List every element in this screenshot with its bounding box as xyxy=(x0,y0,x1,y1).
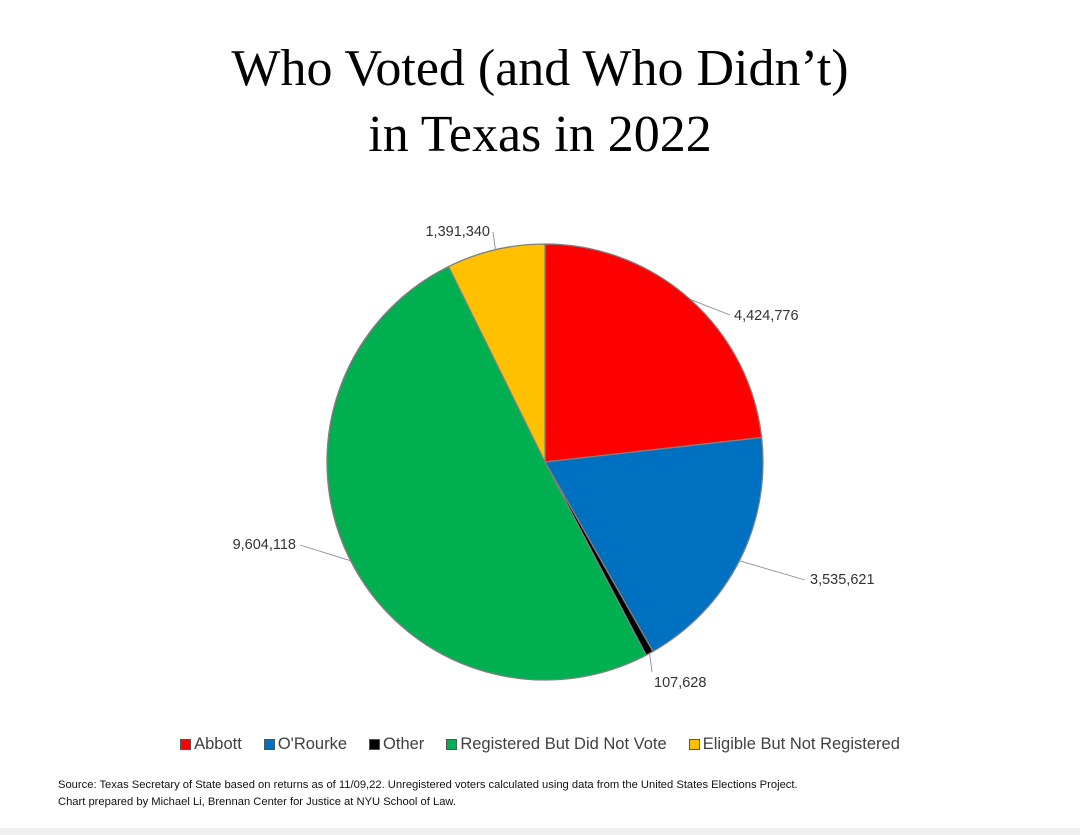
leader-line-abbott xyxy=(690,299,731,316)
legend-label-abbott: Abbott xyxy=(194,735,242,753)
data-label-registered-but-did-not-vote: 9,604,118 xyxy=(233,537,296,553)
leader-line-registered-but-did-not-vote xyxy=(299,544,351,562)
legend-swatch-abbott xyxy=(180,739,192,750)
source-line-2: Chart prepared by Michael Li, Brennan Ce… xyxy=(58,796,456,808)
pie-slice-registered-but-did-not-vote xyxy=(326,265,648,681)
pie-slice-o-rourke xyxy=(543,436,764,653)
legend-item-orourke: O'Rourke xyxy=(263,735,348,754)
chart-title-line-1: Who Voted (and Who Didn’t) xyxy=(231,40,849,97)
legend-item-other: Other xyxy=(369,735,424,754)
legend-label-eligible-not-registered: Eligible But Not Registered xyxy=(702,735,900,753)
leader-line-o-rourke xyxy=(739,560,806,581)
legend-swatch-registered-not-voted xyxy=(446,739,458,750)
pie-slice-eligible-but-not-registered xyxy=(447,243,546,463)
source-note: Source: Texas Secretary of State based o… xyxy=(58,777,1048,811)
legend-label-registered-not-voted: Registered But Did Not Vote xyxy=(460,735,667,753)
legend-swatch-eligible-not-registered xyxy=(688,739,700,750)
legend-swatch-orourke xyxy=(263,739,275,750)
leader-line-other xyxy=(649,653,653,673)
chart-title: Who Voted (and Who Didn’t) in Texas in 2… xyxy=(0,36,1080,168)
legend-label-orourke: O'Rourke xyxy=(277,735,348,753)
pie-slice-abbott xyxy=(544,243,763,463)
data-label-abbott: 4,424,776 xyxy=(734,308,799,324)
legend-label-other: Other xyxy=(383,735,425,753)
data-label-eligible-but-not-registered: 1,391,340 xyxy=(425,224,490,240)
legend-item-abbott: Abbott xyxy=(180,735,242,754)
data-label-other: 107,628 xyxy=(654,675,706,691)
legend-item-eligible-not-registered: Eligible But Not Registered xyxy=(688,735,900,754)
legend: Abbott O'Rourke Other Registered But Did… xyxy=(0,735,1080,754)
chart-title-line-2: in Texas in 2022 xyxy=(368,106,712,163)
data-label-o-rourke: 3,535,621 xyxy=(810,572,875,588)
legend-swatch-other xyxy=(369,739,381,750)
source-line-1: Source: Texas Secretary of State based o… xyxy=(58,779,798,791)
leader-line-eligible-but-not-registered xyxy=(492,231,496,250)
legend-item-registered-not-voted: Registered But Did Not Vote xyxy=(446,735,667,754)
